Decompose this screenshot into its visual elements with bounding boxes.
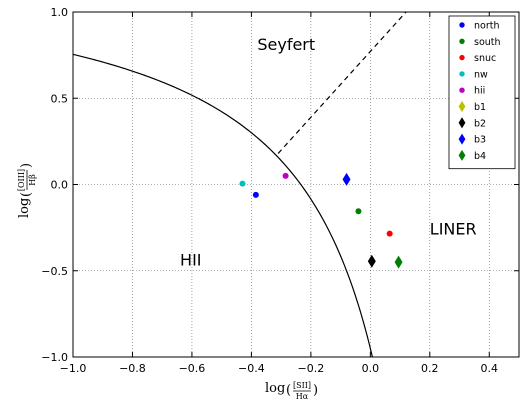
data-point-south	[355, 208, 362, 215]
y-axis-label-prefix: log	[17, 198, 32, 218]
x-tick-label: 0.0	[362, 362, 380, 375]
data-point-hii	[282, 172, 289, 179]
legend-label-b1: b1	[474, 102, 486, 113]
region-label-seyfert: Seyfert	[257, 35, 315, 54]
region-label-hii: HII	[180, 251, 201, 270]
legend-marker-b4	[458, 149, 466, 161]
y-tick-label: 1.0	[51, 6, 69, 19]
data-point-nw	[239, 180, 246, 187]
y-axis-label-open-paren: (	[19, 192, 34, 197]
legend-label-nw: nw	[474, 69, 488, 80]
data-point-north	[252, 191, 259, 198]
seyfert-liner-line	[277, 11, 407, 154]
legend-label-b3: b3	[474, 135, 486, 146]
legend-label-north: north	[474, 21, 500, 32]
x-tick-label: −0.2	[298, 362, 325, 375]
y-axis-label: log ( [OIII] Hβ )	[17, 163, 37, 218]
y-axis-label-numerator: [OIII]	[17, 169, 26, 191]
y-tick-label: −1.0	[41, 351, 68, 364]
x-tick-label: −1.0	[60, 362, 87, 375]
kewley-curve	[72, 53, 373, 358]
data-point-b2	[367, 254, 376, 268]
legend-label-hii: hii	[474, 86, 485, 97]
y-tick-label: 0.5	[51, 92, 69, 105]
legend-label-south: south	[474, 37, 501, 48]
legend-marker-b1	[458, 100, 466, 113]
x-tick-label: 0.2	[421, 362, 439, 375]
legend-label-b2: b2	[474, 118, 486, 129]
x-axis-label-open-paren: (	[286, 383, 291, 398]
legend-marker-south	[459, 38, 465, 44]
region-label-liner: LINER	[430, 220, 477, 239]
y-axis-label-denominator: Hβ	[28, 174, 37, 186]
demarcation-curves	[72, 11, 407, 358]
legend-marker-nw	[459, 71, 465, 77]
y-tick-label: 0.0	[51, 179, 69, 192]
region-labels: Seyfert LINER HII	[180, 35, 477, 270]
x-axis-label-denominator: Hα	[296, 392, 309, 401]
data-points	[239, 172, 403, 269]
legend-marker-snuc	[459, 54, 465, 61]
y-axis-label-close-paren: )	[19, 163, 34, 168]
x-tick-label: −0.4	[238, 362, 265, 375]
x-tick-label: 0.4	[481, 362, 499, 375]
legend-marker-north	[459, 22, 465, 28]
legend-label-b4: b4	[474, 151, 486, 162]
legend-label-snuc: snuc	[474, 53, 496, 64]
x-axis-label: log ( [SII] Hα )	[265, 381, 318, 401]
legend-marker-hii	[459, 87, 465, 93]
x-axis-label-prefix: log	[265, 381, 285, 396]
legend-marker-b3	[458, 133, 466, 145]
x-tick-label: −0.6	[179, 362, 206, 375]
x-axis-label-close-paren: )	[313, 383, 318, 398]
x-tick-label: −0.8	[119, 362, 146, 375]
data-point-b4	[394, 255, 403, 269]
y-tick-label: −0.5	[41, 265, 68, 278]
axis-ticks: −1.0 −0.8 −0.6 −0.4 −0.2 0.0 0.2 0.4 −1.0 −0.5 0.0…	[41, 6, 519, 375]
data-point-b3	[342, 172, 351, 186]
legend: north south snuc nw hii b1 b2 b3 b4	[448, 15, 516, 170]
x-axis-label-numerator: [SII]	[293, 381, 311, 390]
legend-marker-b2	[458, 117, 466, 129]
data-point-snuc	[386, 230, 393, 237]
